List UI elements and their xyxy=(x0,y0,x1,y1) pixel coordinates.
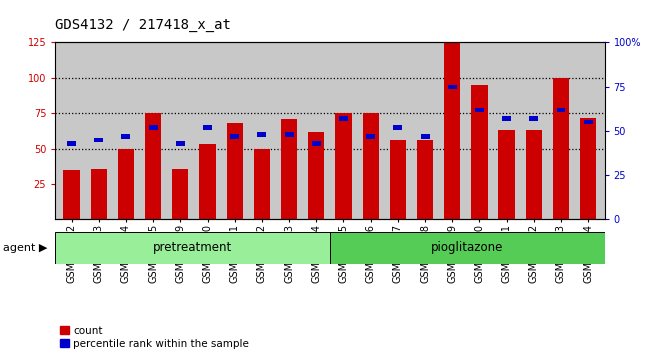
Bar xyxy=(67,141,76,145)
Bar xyxy=(363,113,379,219)
Bar xyxy=(118,149,134,219)
Bar xyxy=(471,85,488,219)
Bar xyxy=(390,140,406,219)
Bar xyxy=(145,113,161,219)
Bar xyxy=(580,118,596,219)
Bar xyxy=(285,132,294,137)
Bar xyxy=(529,116,538,121)
Bar xyxy=(584,120,593,124)
Bar xyxy=(553,78,569,219)
Bar xyxy=(90,169,107,219)
Bar xyxy=(335,113,352,219)
Bar xyxy=(64,170,80,219)
Bar xyxy=(230,134,239,138)
Bar xyxy=(330,232,604,264)
Text: pioglitazone: pioglitazone xyxy=(431,241,503,254)
Bar xyxy=(149,125,157,130)
Bar xyxy=(499,130,515,219)
Bar xyxy=(281,119,297,219)
Bar xyxy=(339,116,348,121)
Bar xyxy=(556,108,566,112)
Bar xyxy=(475,108,484,112)
Text: GDS4132 / 217418_x_at: GDS4132 / 217418_x_at xyxy=(55,18,231,32)
Bar xyxy=(122,134,131,138)
Legend: count, percentile rank within the sample: count, percentile rank within the sample xyxy=(60,326,249,349)
Text: pretreatment: pretreatment xyxy=(153,241,232,254)
Text: agent ▶: agent ▶ xyxy=(3,243,47,253)
Bar xyxy=(308,132,324,219)
Bar xyxy=(444,42,460,219)
Bar xyxy=(393,125,402,130)
Bar xyxy=(366,134,375,138)
Bar xyxy=(502,116,511,121)
Bar xyxy=(312,141,320,145)
Bar xyxy=(227,123,243,219)
Bar xyxy=(55,232,330,264)
Bar xyxy=(526,130,542,219)
Bar xyxy=(421,134,430,138)
Bar xyxy=(257,132,266,137)
Bar xyxy=(172,169,188,219)
Bar xyxy=(417,140,433,219)
Bar xyxy=(203,125,212,130)
Bar xyxy=(200,144,216,219)
Bar xyxy=(176,141,185,145)
Bar xyxy=(254,149,270,219)
Bar xyxy=(94,138,103,142)
Bar xyxy=(448,85,457,89)
